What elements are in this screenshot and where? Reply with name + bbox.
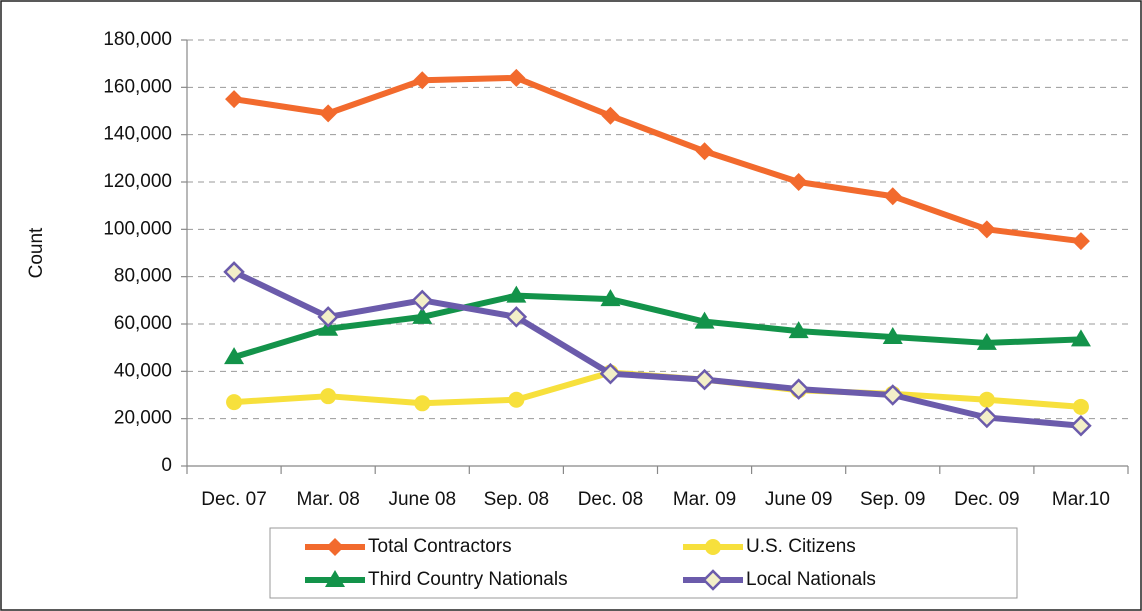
marker [977,220,996,239]
marker [223,261,245,283]
series-line [232,269,1082,429]
marker [508,391,525,408]
y-tick-label: 60,000 [114,313,172,334]
marker [705,539,721,555]
marker [224,347,245,365]
marker [882,327,903,345]
x-tick-label: June 08 [388,489,456,510]
marker [601,106,620,125]
y-tick-label: 140,000 [103,124,172,145]
marker [412,306,433,324]
marker [702,569,724,591]
marker [693,368,716,391]
marker [505,306,528,328]
x-tick-label: June 09 [765,489,833,510]
y-tick-label: 180,000 [103,29,172,50]
x-tick-label: Mar. 09 [673,489,736,510]
marker [978,391,995,408]
marker [411,289,434,312]
marker [325,570,345,587]
marker [976,332,997,350]
marker [326,538,344,556]
marker [1072,398,1089,415]
marker [694,311,715,329]
marker [599,362,622,385]
marker [319,104,338,123]
legend-label: U.S. Citizens [746,536,856,557]
marker [1070,414,1092,437]
y-tick-label: 0 [161,455,172,476]
series-line [233,292,1082,361]
y-tick-label: 120,000 [103,171,172,192]
marker [414,395,431,412]
marker [789,173,808,191]
x-tick-label: Dec. 09 [954,489,1019,510]
legend-box [269,527,1018,599]
y-tick-label: 160,000 [103,76,172,97]
x-tick-label: Mar.10 [1052,489,1110,510]
legend-label: Total Contractors [368,536,512,557]
marker [976,406,998,429]
marker [413,71,432,90]
x-tick-label: Sep. 08 [484,489,550,510]
x-tick-label: Dec. 07 [201,489,266,510]
marker [317,306,339,328]
y-tick-label: 80,000 [114,266,172,287]
y-axis-label: Count [26,227,47,278]
legend-label: Third Country Nationals [368,569,568,590]
x-tick-label: Sep. 09 [860,489,926,510]
x-tick-label: Dec. 08 [578,489,643,510]
marker [788,321,809,339]
y-tick-label: 100,000 [103,218,172,239]
y-tick-label: 20,000 [114,408,172,429]
marker [320,388,337,405]
y-tick-label: 40,000 [114,360,172,381]
marker [883,187,902,206]
series-line [233,74,1082,245]
x-tick-label: Mar. 08 [296,489,359,510]
marker [600,289,621,307]
marker [506,285,527,303]
marker [787,378,810,400]
marker [225,90,244,109]
marker [881,384,904,406]
marker [226,394,243,411]
legend-label: Local Nationals [746,569,876,590]
marker [1070,329,1091,347]
marker [507,68,526,87]
marker [1071,232,1090,251]
marker [695,142,714,161]
